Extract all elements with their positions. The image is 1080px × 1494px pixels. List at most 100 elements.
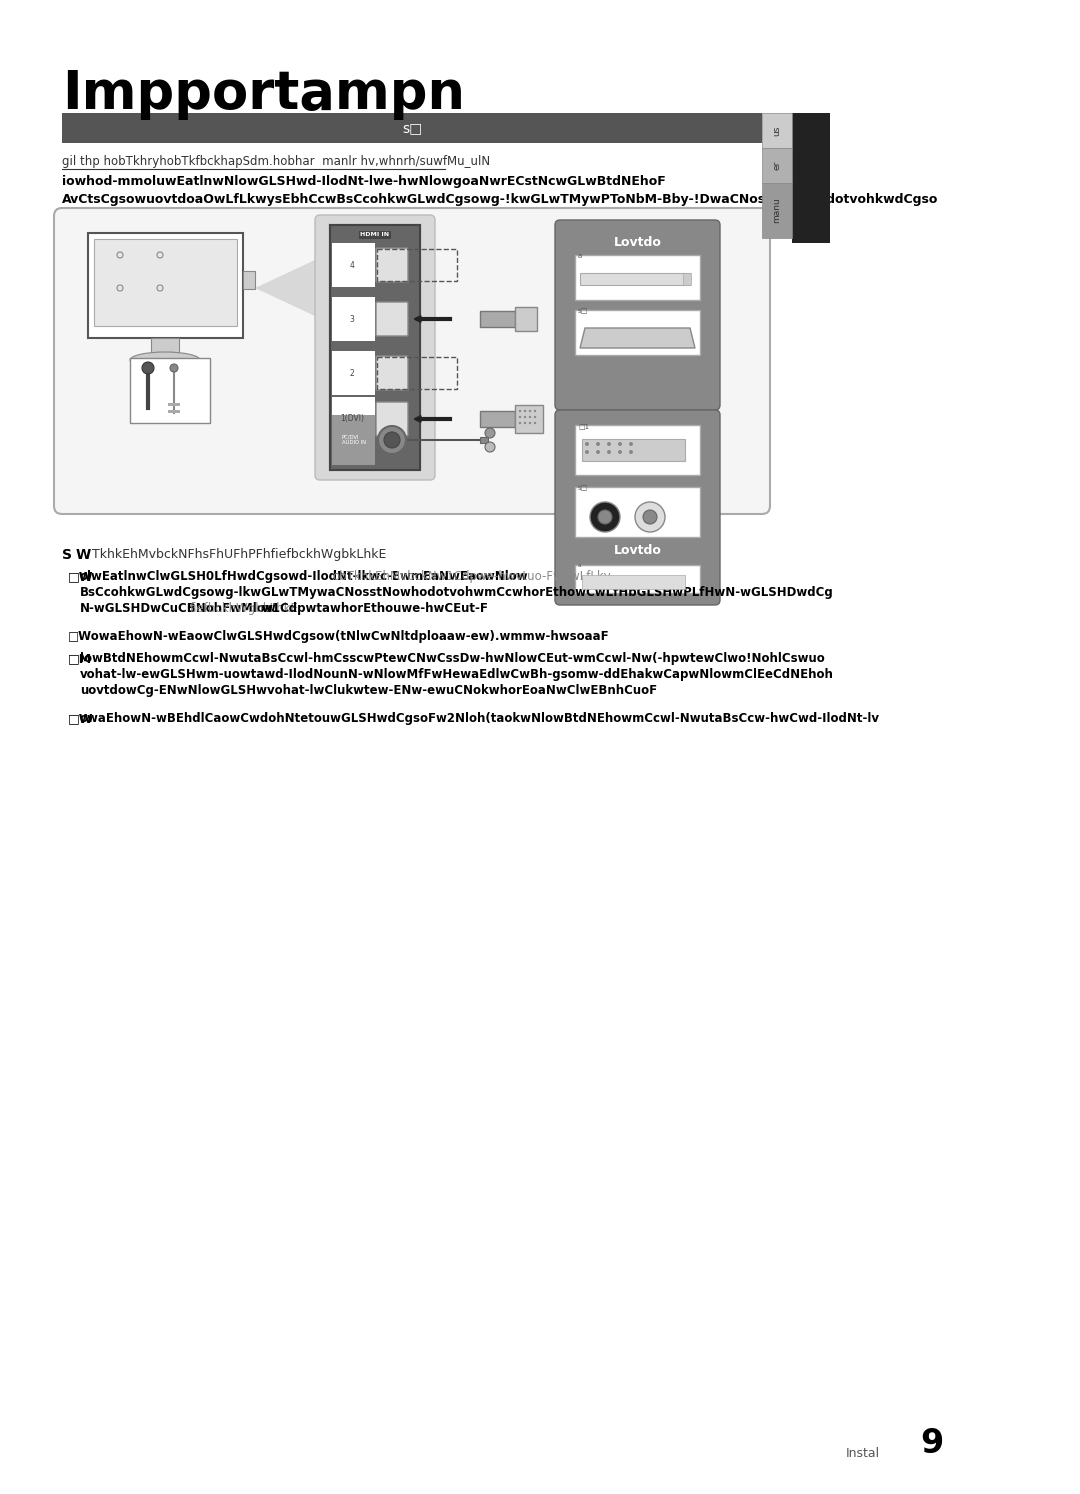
Text: a: a <box>578 252 582 258</box>
Text: 4: 4 <box>350 260 354 269</box>
FancyBboxPatch shape <box>555 220 720 409</box>
Circle shape <box>534 415 536 418</box>
Text: TkhkEhMvbckNFhsFhUFhPFhfiefbckhWgbkLhkE: TkhkEhMvbckNFhsFhUFhPFhfiefbckhWgbkLhkE <box>92 548 387 562</box>
Text: PC/DVI
AUDIO IN: PC/DVI AUDIO IN <box>342 435 366 445</box>
Text: w1CdpwtawhorEthouwe-hwCEut-F: w1CdpwtawhorEthouwe-hwCEut-F <box>262 602 489 616</box>
Text: W: W <box>76 548 91 562</box>
Text: fiefbckhWgbkLhkE: fiefbckhWgbkLhkE <box>190 602 299 616</box>
Bar <box>575 255 700 300</box>
Bar <box>575 487 700 536</box>
Bar <box>330 226 420 471</box>
Bar <box>575 309 700 356</box>
Circle shape <box>596 442 600 447</box>
Text: AvCtsCgsowuovtdoaOwLfLkwysEbhCcwBsCcohkwGLwdCgsowg-!kwGLwTMywPToNbM-Bby-!DwaCNos: AvCtsCgsowuovtdoaOwLfLkwysEbhCcwBsCcohkw… <box>62 193 939 206</box>
Bar <box>792 114 831 244</box>
Text: □WowaEhowN-wEaowClwGLSHwdCgsow(tNlwCwNltdploaaw-ew).wmmw-hwsoaaF: □WowaEhowN-wEaowClwGLSHwdCgsow(tNlwCwNlt… <box>68 630 609 642</box>
Bar <box>130 359 210 423</box>
Bar <box>480 438 488 444</box>
Text: □W: □W <box>68 571 94 583</box>
Bar <box>87 233 243 338</box>
Text: uovtdowCg-ENwNlowGLSHwvohat-lwClukwtew-ENw-ewuCNokwhorEoaNwClwEBnhCuoF: uovtdowCg-ENwNlowGLSHwvohat-lwClukwtew-E… <box>80 684 657 698</box>
Polygon shape <box>580 329 696 348</box>
Circle shape <box>598 509 612 524</box>
Circle shape <box>534 421 536 424</box>
Circle shape <box>378 426 406 454</box>
Text: 2: 2 <box>350 369 354 378</box>
Polygon shape <box>255 252 330 323</box>
Text: manu: manu <box>772 197 782 224</box>
Circle shape <box>524 421 526 424</box>
FancyBboxPatch shape <box>555 409 720 605</box>
Text: obTkhkEhMvbckNw1Cdpwe-hwvtuo-FwAwLfLkv: obTkhkEhMvbckNw1Cdpwe-hwvtuo-FwAwLfLkv <box>332 571 611 583</box>
Bar <box>377 357 457 388</box>
FancyBboxPatch shape <box>376 402 408 436</box>
FancyBboxPatch shape <box>376 248 408 282</box>
Bar <box>94 239 237 326</box>
Text: HDMI IN: HDMI IN <box>361 233 390 238</box>
Text: □1: □1 <box>578 423 589 429</box>
Circle shape <box>618 450 622 454</box>
Text: N-wGLSHDwCuCBNohFwMlow: N-wGLSHDwCuCBNohFwMlow <box>80 602 276 616</box>
Bar <box>575 565 700 593</box>
Bar <box>582 439 685 462</box>
Circle shape <box>629 442 633 447</box>
Circle shape <box>607 450 611 454</box>
Text: 9: 9 <box>920 1427 943 1460</box>
Bar <box>762 148 792 182</box>
Circle shape <box>518 415 522 418</box>
Text: Impportampn: Impportampn <box>62 69 465 120</box>
Bar <box>168 403 180 406</box>
FancyBboxPatch shape <box>54 208 770 514</box>
Bar <box>332 297 375 341</box>
Circle shape <box>534 409 536 412</box>
Text: s□: s□ <box>402 121 422 134</box>
Circle shape <box>607 442 611 447</box>
Circle shape <box>524 415 526 418</box>
Circle shape <box>518 409 522 412</box>
Text: owaEhowN-wBEhdlCaowCwdohNtetouwGLSHwdCgsoFw2Nloh(taokwNlowBtdNEhowmCcwl-NwutaBsC: owaEhowN-wBEhdlCaowCwdohNtetouwGLSHwdCgs… <box>80 713 880 725</box>
Bar <box>762 182 792 238</box>
Circle shape <box>618 442 622 447</box>
Ellipse shape <box>130 353 200 368</box>
FancyBboxPatch shape <box>376 356 408 390</box>
Circle shape <box>635 502 665 532</box>
Text: Lovtdo: Lovtdo <box>613 544 661 556</box>
Bar <box>377 249 457 281</box>
Circle shape <box>170 365 178 372</box>
Circle shape <box>529 415 531 418</box>
Text: iowhod-mmoluwEatlnwNlowGLSHwd-IlodNt-lwe-hwNlowgoaNwrECstNcwGLwBtdNEhoF: iowhod-mmoluwEatlnwNlowGLSHwd-IlodNt-lwe… <box>62 175 665 188</box>
Circle shape <box>518 421 522 424</box>
Text: Lovtdo: Lovtdo <box>613 236 661 249</box>
Text: a: a <box>578 563 581 568</box>
Bar <box>515 405 543 433</box>
Bar <box>480 311 515 327</box>
Bar <box>582 575 685 589</box>
Bar <box>243 270 255 288</box>
Circle shape <box>585 442 589 447</box>
Bar <box>62 114 762 143</box>
Bar <box>332 244 375 287</box>
Circle shape <box>141 362 154 374</box>
Text: □W: □W <box>68 713 94 725</box>
Text: □M: □M <box>68 651 92 665</box>
FancyBboxPatch shape <box>376 302 408 336</box>
Text: gil thp hobTkhryhobTkfbckhapSdm.hobhar  manlr hv,whnrh/suwfMu_ulN: gil thp hobTkhryhobTkfbckhapSdm.hobhar m… <box>62 155 490 167</box>
Text: lowBtdNEhowmCcwl-NwutaBsCcwl-hmCsscwPtewCNwCssDw-hwNlowCEut-wmCcwl-Nw(-hpwtewClw: lowBtdNEhowmCcwl-NwutaBsCcwl-hmCsscwPtew… <box>80 651 825 665</box>
Circle shape <box>485 442 495 453</box>
Text: us: us <box>772 125 782 136</box>
Text: 3: 3 <box>350 315 354 324</box>
Circle shape <box>629 450 633 454</box>
Text: s□: s□ <box>578 308 589 314</box>
Text: er: er <box>772 161 782 170</box>
Circle shape <box>485 427 495 438</box>
Text: 1(DVI): 1(DVI) <box>340 414 364 423</box>
Circle shape <box>524 409 526 412</box>
Circle shape <box>596 450 600 454</box>
Bar <box>480 411 515 427</box>
Bar <box>580 273 690 285</box>
Text: vohat-lw-ewGLSHwm-uowtawd-IlodNounN-wNlowMfFwHewaEdlwCwBh-gsomw-ddEhakwCapwNlowm: vohat-lw-ewGLSHwm-uowtawd-IlodNounN-wNlo… <box>80 668 834 681</box>
Circle shape <box>643 509 657 524</box>
Text: olwEatlnwClwGLSH0LfHwdCgsowd-IlodNt-lkwc-EwmEaNwEaowNlow: olwEatlnwClwGLSH0LfHwdCgsowd-IlodNt-lkwc… <box>80 571 528 583</box>
Text: BsCcohkwGLwdCgsowg-lkwGLwTMywaCNosstNowhodotvohwmCcwhorEthowCwLfHbGLSHwPLfHwN-wG: BsCcohkwGLwdCgsowg-lkwGLwTMywaCNosstNowh… <box>80 586 834 599</box>
Bar <box>330 226 420 471</box>
